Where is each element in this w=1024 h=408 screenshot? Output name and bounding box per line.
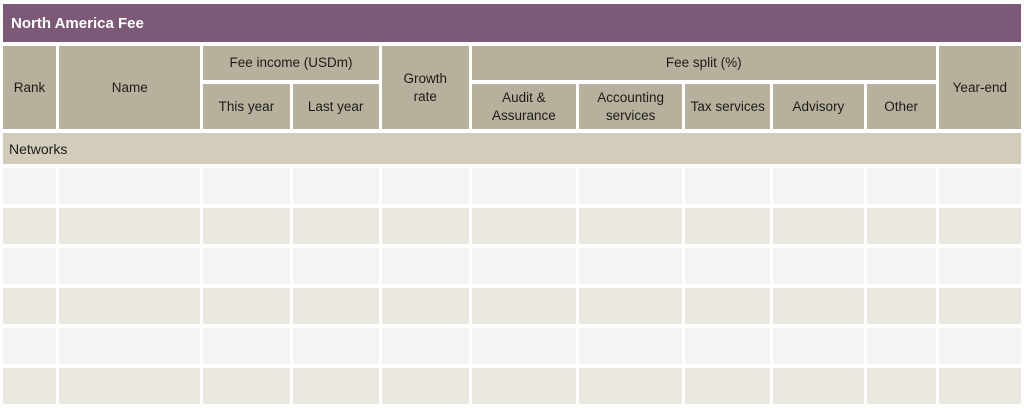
table-cell: [381, 208, 469, 244]
table-cell: [579, 288, 683, 324]
table-cell: [203, 328, 290, 364]
table-cell: [866, 208, 936, 244]
table-title-row: North America Fee: [3, 4, 1021, 42]
table-cell: [59, 248, 201, 284]
table-cell: [938, 288, 1021, 324]
table-cell: [685, 248, 771, 284]
section-label: Networks: [3, 133, 1021, 164]
column-header-rank: Rank: [3, 46, 57, 129]
table-cell: [292, 168, 379, 204]
table-row: [3, 168, 1021, 204]
table-cell: [471, 328, 577, 364]
table-cell: [203, 368, 290, 404]
table-cell: [3, 248, 57, 284]
table-cell: [938, 168, 1021, 204]
header-sub-row: This year Last year Audit & Assurance Ac…: [3, 84, 1021, 129]
table-cell: [579, 248, 683, 284]
table-cell: [938, 328, 1021, 364]
table-row: [3, 288, 1021, 324]
table-cell: [685, 208, 771, 244]
table-cell: [203, 208, 290, 244]
table-cell: [292, 248, 379, 284]
table-cell: [685, 168, 771, 204]
table-cell: [685, 368, 771, 404]
column-header-last-year: Last year: [292, 84, 379, 129]
table-cell: [3, 368, 57, 404]
table-body: Networks: [3, 133, 1021, 404]
table-cell: [773, 168, 864, 204]
table-cell: [59, 368, 201, 404]
table-cell: [773, 328, 864, 364]
table-cell: [3, 208, 57, 244]
table-row: [3, 248, 1021, 284]
column-header-year-end: Year-end: [938, 46, 1021, 129]
table-cell: [3, 328, 57, 364]
column-header-tax-services: Tax services: [685, 84, 771, 129]
table-cell: [59, 328, 201, 364]
table-cell: [59, 208, 201, 244]
table-title: North America Fee: [3, 4, 1021, 42]
table-cell: [579, 368, 683, 404]
table-cell: [471, 368, 577, 404]
column-header-this-year: This year: [203, 84, 290, 129]
table-cell: [471, 168, 577, 204]
table-cell: [773, 288, 864, 324]
table-cell: [773, 368, 864, 404]
table-cell: [773, 248, 864, 284]
table-cell: [381, 368, 469, 404]
table-cell: [579, 328, 683, 364]
table-cell: [381, 168, 469, 204]
table-cell: [59, 168, 201, 204]
table-cell: [381, 328, 469, 364]
table-cell: [579, 168, 683, 204]
table-cell: [381, 248, 469, 284]
table-cell: [59, 288, 201, 324]
table-cell: [938, 208, 1021, 244]
table-row: [3, 368, 1021, 404]
table-cell: [292, 328, 379, 364]
table-cell: [773, 208, 864, 244]
table-cell: [866, 168, 936, 204]
table-cell: [471, 248, 577, 284]
table-cell: [579, 208, 683, 244]
column-header-accounting-services: Accounting services: [579, 84, 683, 129]
table-cell: [685, 288, 771, 324]
table-cell: [381, 288, 469, 324]
table-cell: [866, 328, 936, 364]
section-row-networks: Networks: [3, 133, 1021, 164]
column-header-audit-assurance: Audit & Assurance: [471, 84, 577, 129]
table-row: [3, 328, 1021, 364]
table-cell: [938, 368, 1021, 404]
table-row: [3, 208, 1021, 244]
column-header-name: Name: [59, 46, 201, 129]
table-cell: [685, 328, 771, 364]
table-cell: [938, 248, 1021, 284]
table-cell: [3, 168, 57, 204]
table-cell: [866, 248, 936, 284]
table-cell: [292, 288, 379, 324]
column-group-fee-income: Fee income (USDm): [203, 46, 379, 80]
table-cell: [866, 288, 936, 324]
column-header-other: Other: [866, 84, 936, 129]
table-cell: [292, 368, 379, 404]
column-header-advisory: Advisory: [773, 84, 864, 129]
column-header-growth-rate: Growth rate: [381, 46, 469, 129]
header-group-row: Rank Name Fee income (USDm) Growth rate …: [3, 46, 1021, 129]
table-cell: [203, 288, 290, 324]
table-cell: [203, 168, 290, 204]
table-cell: [203, 248, 290, 284]
table-cell: [292, 208, 379, 244]
table-cell: [471, 208, 577, 244]
table-cell: [471, 288, 577, 324]
table-cell: [866, 368, 936, 404]
column-group-fee-split: Fee split (%): [471, 46, 936, 80]
table-cell: [3, 288, 57, 324]
